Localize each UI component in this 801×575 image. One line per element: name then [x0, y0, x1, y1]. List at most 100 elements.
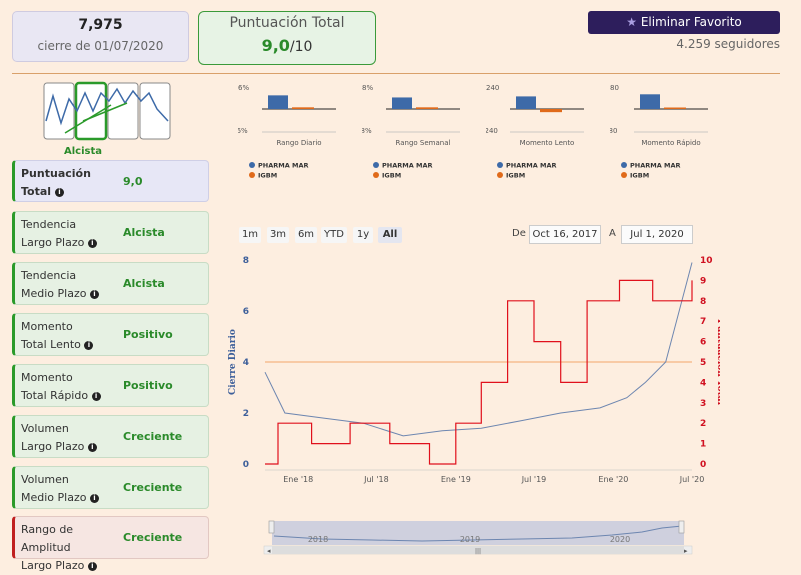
card-volume-medium[interactable]: Volumen Medio Plazo i Creciente: [12, 466, 209, 509]
legend-dot-igbm: [497, 172, 503, 178]
legend-label-pharmamar: PHARMA MAR: [258, 162, 309, 170]
mini-y-max: 80: [610, 84, 619, 92]
info-icon[interactable]: i: [87, 238, 97, 248]
info-icon[interactable]: i: [91, 391, 101, 401]
mini-chart-3: 80 -80 Momento Rápido PHARMA MAR IGBM: [610, 84, 708, 180]
info-icon[interactable]: i: [89, 493, 99, 503]
navigator-year-label: 2019: [460, 535, 480, 544]
info-icon[interactable]: i: [84, 340, 94, 350]
mini-chart-2: 240 -240 Momento Lento PHARMA MAR IGBM: [486, 84, 584, 180]
range-ytd[interactable]: YTD: [321, 227, 347, 243]
trend-label: Alcista: [63, 146, 102, 157]
left-axis-title: Cierre Diario: [228, 329, 238, 395]
legend-label-pharmamar: PHARMA MAR: [630, 162, 681, 170]
right-tick-label: 1: [700, 440, 706, 450]
mini-y-min: -240: [486, 127, 498, 135]
range-6m[interactable]: 6m: [295, 227, 317, 243]
price-value: 7,975: [78, 17, 123, 33]
card-value: Creciente: [123, 481, 183, 494]
mini-y-max: 240: [486, 84, 499, 92]
card-trend-long[interactable]: Tendencia Largo Plazo i Alcista: [12, 211, 209, 254]
score-value: 9,0: [261, 36, 290, 55]
card-value: Alcista: [123, 226, 165, 239]
navigator-handle-left[interactable]: [268, 520, 275, 534]
range-1y[interactable]: 1y: [353, 227, 373, 243]
card-volume-long[interactable]: Volumen Largo Plazo i Creciente: [12, 415, 209, 458]
mini-y-min: -8%: [362, 127, 372, 135]
right-tick-label: 5: [700, 358, 706, 368]
mini-bar-igbm: [664, 107, 686, 109]
right-tick-label: 8: [700, 297, 706, 307]
right-tick-label: 9: [700, 276, 706, 286]
legend-dot-igbm: [249, 172, 255, 178]
trend-chart-icon: [43, 81, 171, 141]
range-navigator[interactable]: 2018 2019 2020 ◂ ▸ |||: [262, 518, 694, 556]
range-1m[interactable]: 1m: [239, 227, 261, 243]
right-tick-label: 7: [700, 317, 706, 327]
info-icon[interactable]: i: [89, 289, 99, 299]
x-tick-label: Jul '19: [521, 475, 547, 484]
card-value: Creciente: [123, 430, 183, 443]
card-momentum-slow[interactable]: Momento Total Lento i Positivo: [12, 313, 209, 356]
navigator-series: [273, 525, 683, 542]
total-score-card: Puntuación Total 9,0/10: [198, 11, 376, 65]
price-card: 7,975 cierre de 01/07/2020: [12, 11, 189, 62]
mini-chart-0: 6% -6% Rango Diario PHARMA MAR IGBM: [238, 84, 336, 180]
card-amplitude-long[interactable]: Rango de Amplitud Largo Plazo i Creciente: [12, 516, 209, 572]
range-all[interactable]: All: [378, 227, 402, 243]
x-tick-label: Ene '18: [283, 475, 313, 484]
legend-dot-pharmamar: [373, 162, 379, 168]
left-tick-label: 4: [243, 358, 249, 368]
left-tick-label: 0: [243, 460, 249, 470]
legend-dot-pharmamar: [497, 162, 503, 168]
info-icon[interactable]: i: [54, 187, 64, 197]
legend-dot-igbm: [621, 172, 627, 178]
info-icon[interactable]: i: [87, 561, 97, 571]
card-trend-medium[interactable]: Tendencia Medio Plazo i Alcista: [12, 262, 209, 305]
mini-chart-title: Momento Lento: [520, 139, 575, 147]
header-divider: [12, 73, 780, 74]
navigator-selection[interactable]: [272, 521, 684, 545]
mini-bar-pharmamar: [268, 95, 288, 109]
score-max: /10: [289, 39, 313, 55]
date-to-input[interactable]: Jul 1, 2020: [621, 225, 693, 244]
info-icon[interactable]: i: [87, 442, 97, 452]
navigator-scrollbar-thumb[interactable]: [272, 546, 684, 554]
legend-dot-pharmamar: [249, 162, 255, 168]
scroll-grip-icon: |||: [475, 548, 481, 555]
date-to-label: A: [609, 228, 616, 239]
star-icon: ★: [626, 15, 638, 29]
legend-label-igbm: IGBM: [382, 172, 401, 180]
left-tick-label: 6: [243, 307, 249, 317]
card-total-score[interactable]: Puntuación Total i 9,0: [12, 160, 209, 202]
scroll-right-icon[interactable]: ▸: [684, 547, 688, 555]
card-value: Alcista: [123, 277, 165, 290]
score-title: Puntuación Total: [229, 15, 345, 31]
main-price-score-chart[interactable]: 0 2 4 6 8 0 1 2 3 4 5 6 7 8 9 10 Cierre Diario Puntuación…: [225, 244, 720, 490]
mini-y-min: -80: [610, 127, 617, 135]
date-from-input[interactable]: Oct 16, 2017: [529, 225, 601, 244]
mini-chart-title: Rango Semanal: [396, 139, 451, 147]
left-tick-label: 8: [243, 256, 249, 266]
card-value: Positivo: [123, 379, 173, 392]
card-value: Creciente: [123, 531, 183, 544]
navigator-year-label: 2018: [308, 535, 328, 544]
price-date: cierre de 01/07/2020: [37, 39, 164, 53]
remove-favorite-button[interactable]: ★ Eliminar Favorito: [588, 11, 780, 34]
mini-bar-pharmamar: [392, 97, 412, 109]
mini-chart-title: Rango Diario: [276, 139, 321, 147]
scroll-left-icon[interactable]: ◂: [267, 547, 271, 555]
right-tick-label: 4: [700, 378, 706, 388]
date-from-label: De: [512, 228, 526, 239]
series-line-price: [264, 262, 693, 437]
navigator-year-label: 2020: [610, 535, 630, 544]
card-momentum-fast[interactable]: Momento Total Rápido i Positivo: [12, 364, 209, 407]
series-line-score: [265, 279, 693, 465]
mini-bar-igbm: [416, 107, 438, 109]
card-value: Positivo: [123, 328, 173, 341]
range-3m[interactable]: 3m: [267, 227, 289, 243]
navigator-handle-right[interactable]: [678, 520, 685, 534]
x-tick-label: Jul '20: [679, 475, 705, 484]
mini-bar-igbm: [540, 109, 562, 113]
right-axis-title: Puntuación Total: [715, 319, 720, 406]
